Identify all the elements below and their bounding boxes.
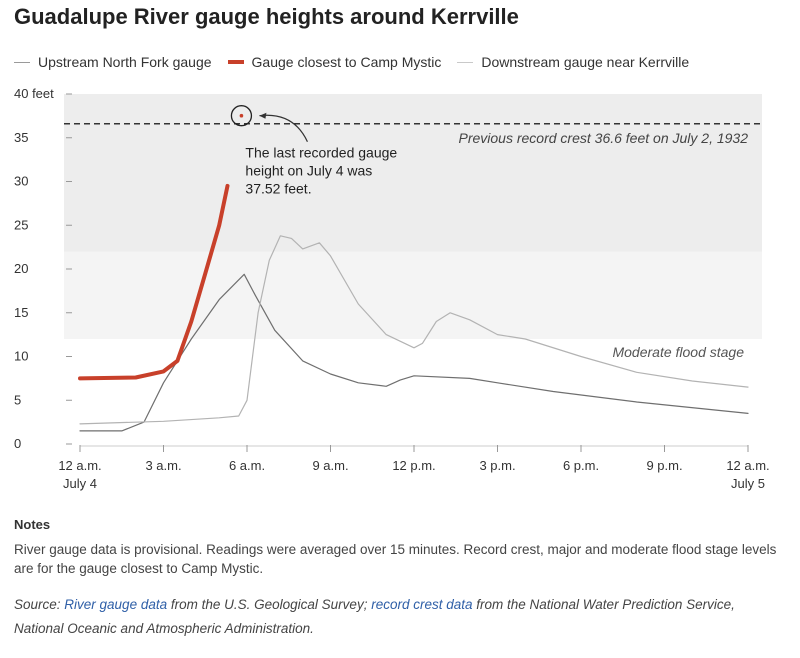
x-tick-label-0: 12 a.m. [58,458,101,473]
annotation-text-line-2: 37.52 feet. [245,181,311,197]
series-line-2 [79,235,749,425]
legend-label-upstream: Upstream North Fork gauge [38,54,212,70]
legend-label-downstream: Downstream gauge near Kerrville [481,54,690,70]
x-tick-sublabel-8: July 5 [731,476,765,491]
notes-heading: Notes [14,517,51,532]
annotation-text: The last recorded gauge height on July 4 … [245,145,397,197]
series-line-1 [78,183,230,381]
line-chart: Major flood stageModerate flood stage051… [14,86,770,491]
legend-swatch-camp-mystic [227,60,244,64]
legend-item-camp-mystic: Gauge closest to Camp Mystic [227,54,442,70]
river-gauge-data-link[interactable]: River gauge data [64,597,168,612]
x-tick-sublabel-0: July 4 [63,476,97,491]
x-tick-label-4: 12 p.m. [392,458,435,473]
annotation-circle [230,105,253,127]
series-line-0 [79,273,749,432]
annotation-text-line-0: The last recorded gauge [245,145,397,161]
legend-swatch-downstream [457,61,474,63]
y-tick-label-1: 5 [14,392,21,407]
legend-swatch-upstream [14,61,30,63]
annotation-arrowhead [259,112,267,119]
x-tick-label-1: 3 a.m. [145,458,181,473]
y-tick-label-2: 10 [14,349,28,364]
chart-legend: Upstream North Fork gauge Gauge closest … [14,54,705,70]
x-tick-label-2: 6 a.m. [229,458,265,473]
chart-title: Guadalupe River gauge heights around Ker… [14,4,519,29]
flood-band-label-1: Moderate flood stage [612,344,744,360]
x-tick-label-6: 6 p.m. [563,458,599,473]
flood-band-0 [64,94,762,252]
annotation-point [239,113,244,118]
record-crest-label: Previous record crest 36.6 feet on July … [459,130,749,146]
source-prefix: Source: [14,597,65,612]
record-crest-data-link[interactable]: record crest data [371,597,473,612]
source-suffix: from the National Water Prediction Servi… [14,597,735,636]
legend-label-camp-mystic: Gauge closest to Camp Mystic [251,54,442,70]
y-tick-label-3: 15 [14,305,28,320]
source-text: Source: River gauge data from the U.S. G… [14,593,784,641]
y-tick-label-5: 25 [14,217,28,232]
flood-band-1 [64,251,762,339]
x-tick-label-7: 9 p.m. [646,458,682,473]
y-tick-label-8: 40 feet [14,86,54,101]
y-tick-label-0: 0 [14,436,21,451]
x-tick-label-5: 3 p.m. [479,458,515,473]
legend-item-downstream: Downstream gauge near Kerrville [457,54,689,70]
annotation-text-line-1: height on July 4 was [245,163,372,179]
y-tick-label-7: 35 [14,130,28,145]
y-tick-label-4: 20 [14,261,28,276]
x-tick-label-3: 9 a.m. [312,458,348,473]
legend-item-upstream: Upstream North Fork gauge [14,54,212,70]
source-mid: from the U.S. Geological Survey; [167,597,372,612]
x-tick-label-8: 12 a.m. [726,458,769,473]
y-tick-label-6: 30 [14,174,28,189]
notes-text: River gauge data is provisional. Reading… [14,542,777,576]
